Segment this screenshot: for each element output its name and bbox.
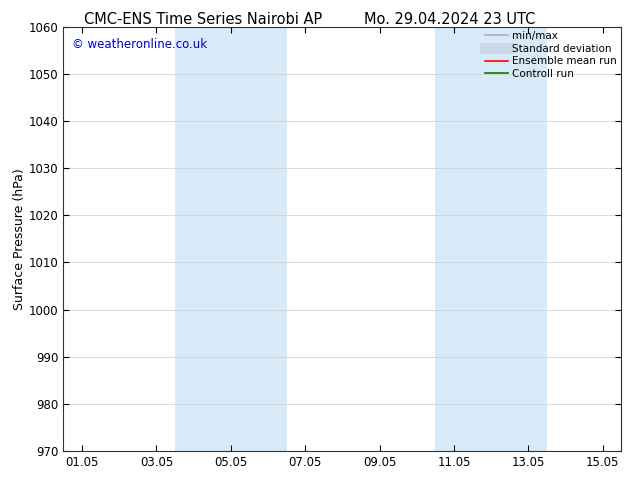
Bar — [436, 27, 491, 451]
Y-axis label: Surface Pressure (hPa): Surface Pressure (hPa) — [13, 168, 26, 310]
Bar — [231, 27, 287, 451]
Text: Mo. 29.04.2024 23 UTC: Mo. 29.04.2024 23 UTC — [365, 12, 536, 27]
Bar — [491, 27, 547, 451]
Bar — [175, 27, 231, 451]
Text: © weatheronline.co.uk: © weatheronline.co.uk — [72, 38, 207, 50]
Legend: min/max, Standard deviation, Ensemble mean run, Controll run: min/max, Standard deviation, Ensemble me… — [483, 29, 619, 81]
Text: CMC-ENS Time Series Nairobi AP: CMC-ENS Time Series Nairobi AP — [84, 12, 322, 27]
